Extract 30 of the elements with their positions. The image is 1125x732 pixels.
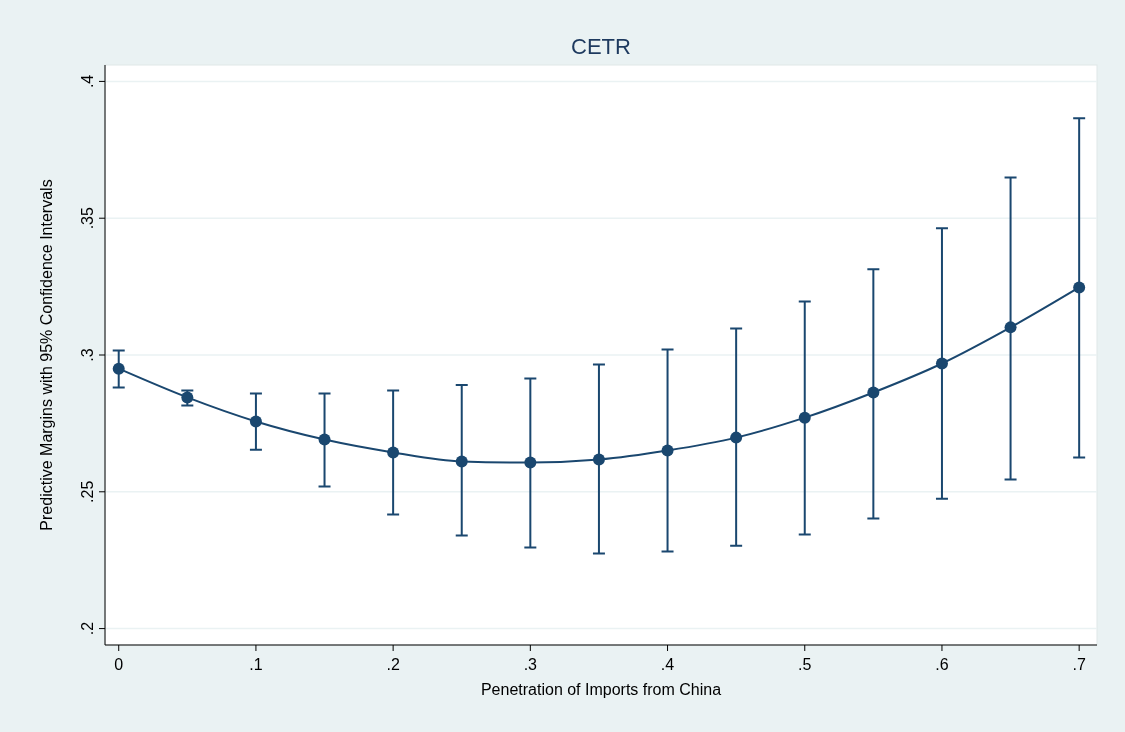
point — [935, 357, 948, 370]
x-tick-label: .1 — [249, 656, 263, 673]
x-tick-label: .2 — [386, 656, 400, 673]
point — [867, 386, 880, 399]
point — [1073, 281, 1086, 294]
x-tick-label: .4 — [660, 656, 675, 673]
point — [455, 455, 468, 468]
x-tick-label: .6 — [935, 656, 949, 673]
y-axis-title: Predictive Margins with 95% Confidence Intervals — [38, 179, 55, 531]
y-tick-label: .2 — [79, 621, 96, 636]
y-tick-label: .35 — [79, 206, 96, 230]
point — [592, 453, 605, 466]
y-tick-label: .3 — [79, 348, 96, 362]
x-tick-label: .3 — [523, 656, 538, 673]
point — [112, 362, 125, 375]
point — [1004, 321, 1017, 334]
point — [387, 446, 400, 459]
point — [524, 456, 537, 469]
x-tick-label: .7 — [1072, 656, 1086, 673]
point — [318, 433, 331, 446]
x-tick-label: 0 — [114, 656, 124, 673]
x-tick-label: .5 — [798, 656, 812, 673]
point — [798, 411, 811, 424]
point — [661, 444, 674, 457]
y-tick-label: .25 — [79, 480, 96, 503]
point — [730, 431, 743, 444]
x-axis-title: Penetration of Imports from China — [480, 681, 722, 698]
point — [249, 415, 262, 428]
chart-title: CETR — [571, 34, 631, 59]
y-tick-label: .4 — [79, 74, 96, 89]
